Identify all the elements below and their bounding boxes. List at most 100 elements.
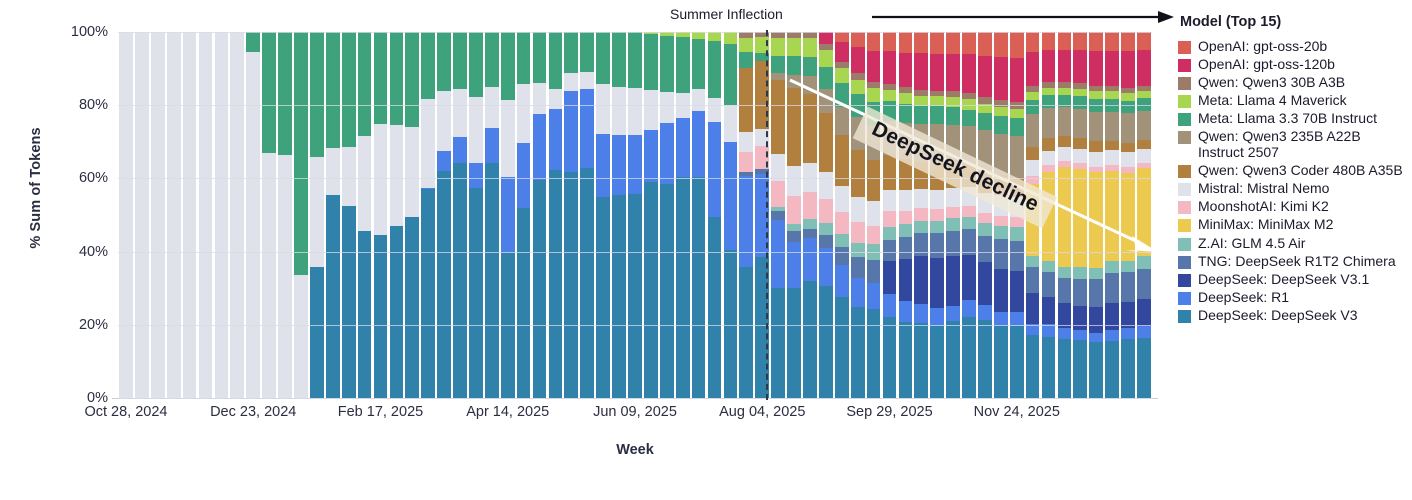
bar-segment[interactable]	[1121, 272, 1135, 302]
bar-segment[interactable]	[914, 95, 929, 107]
bar-column[interactable]	[913, 32, 929, 398]
bar-segment[interactable]	[850, 307, 865, 398]
bar-segment[interactable]	[771, 72, 785, 80]
legend-item[interactable]: DeepSeek: DeepSeek V3.1	[1178, 271, 1410, 288]
bar-segment[interactable]	[771, 56, 785, 73]
bar-segment[interactable]	[1121, 301, 1135, 328]
bar-segment[interactable]	[803, 163, 817, 192]
legend-item[interactable]: Qwen: Qwen3 Coder 480B A35B	[1178, 163, 1410, 179]
bar-segment[interactable]	[1057, 135, 1072, 147]
bar-segment[interactable]	[532, 114, 547, 180]
bar-segment[interactable]	[803, 57, 817, 77]
bar-segment[interactable]	[691, 39, 706, 90]
bar-segment[interactable]	[373, 32, 388, 125]
bar-column[interactable]	[977, 32, 993, 398]
bar-segment[interactable]	[1073, 88, 1088, 96]
bar-segment[interactable]	[755, 173, 770, 257]
bar-segment[interactable]	[659, 122, 674, 185]
bar-segment[interactable]	[564, 91, 579, 172]
bar-segment[interactable]	[1073, 267, 1088, 280]
bar-segment[interactable]	[834, 233, 849, 248]
bar-segment[interactable]	[962, 54, 976, 94]
bar-segment[interactable]	[1121, 32, 1135, 51]
bar-segment[interactable]	[357, 231, 372, 398]
bar-segment[interactable]	[1089, 111, 1104, 142]
bar-segment[interactable]	[1009, 32, 1024, 58]
bar-segment[interactable]	[1041, 261, 1056, 273]
bar-segment[interactable]	[182, 32, 197, 398]
bar-segment[interactable]	[1009, 312, 1024, 327]
bar-segment[interactable]	[723, 104, 738, 142]
bar-segment[interactable]	[898, 259, 913, 302]
bar-segment[interactable]	[1009, 108, 1024, 118]
bar-segment[interactable]	[484, 162, 499, 398]
bar-segment[interactable]	[993, 225, 1008, 240]
bar-segment[interactable]	[755, 61, 770, 129]
bar-segment[interactable]	[993, 32, 1008, 58]
bar-segment[interactable]	[596, 84, 610, 134]
bar-column[interactable]	[293, 32, 309, 398]
bar-segment[interactable]	[1089, 333, 1104, 343]
bar-segment[interactable]	[1025, 51, 1040, 87]
bar-segment[interactable]	[548, 109, 563, 170]
bar-column[interactable]	[675, 32, 691, 398]
bar-segment[interactable]	[850, 242, 865, 258]
bar-segment[interactable]	[548, 169, 563, 398]
bar-segment[interactable]	[962, 228, 976, 256]
bar-segment[interactable]	[548, 32, 563, 90]
bar-segment[interactable]	[691, 177, 706, 398]
bar-column[interactable]	[897, 32, 913, 398]
bar-segment[interactable]	[1057, 328, 1072, 339]
bar-segment[interactable]	[978, 55, 992, 98]
bar-segment[interactable]	[993, 100, 1008, 107]
bar-segment[interactable]	[707, 40, 722, 99]
bar-segment[interactable]	[834, 296, 849, 398]
bar-segment[interactable]	[325, 32, 340, 148]
bar-segment[interactable]	[1009, 226, 1024, 241]
legend-item[interactable]: Mistral: Mistral Nemo	[1178, 181, 1410, 197]
bar-segment[interactable]	[1121, 172, 1135, 262]
bar-segment[interactable]	[882, 317, 897, 398]
bar-segment[interactable]	[1089, 98, 1104, 112]
bar-segment[interactable]	[946, 53, 960, 92]
bar-segment[interactable]	[1057, 50, 1072, 83]
bar-segment[interactable]	[866, 244, 881, 260]
bar-segment[interactable]	[739, 52, 754, 69]
bar-segment[interactable]	[1137, 98, 1151, 111]
bar-column[interactable]	[547, 32, 563, 398]
bar-segment[interactable]	[309, 266, 324, 398]
bar-segment[interactable]	[739, 131, 754, 152]
bar-column[interactable]	[786, 32, 802, 398]
bar-segment[interactable]	[803, 32, 817, 38]
bar-segment[interactable]	[596, 32, 610, 85]
bar-column[interactable]	[532, 32, 548, 398]
bar-column[interactable]	[1120, 32, 1136, 398]
bar-segment[interactable]	[580, 89, 595, 169]
bar-segment[interactable]	[993, 115, 1008, 135]
bar-column[interactable]	[691, 32, 707, 398]
bar-segment[interactable]	[1121, 143, 1135, 153]
bar-segment[interactable]	[850, 79, 865, 95]
bar-segment[interactable]	[787, 74, 801, 88]
bar-segment[interactable]	[484, 32, 499, 87]
bar-segment[interactable]	[866, 259, 881, 283]
bar-segment[interactable]	[755, 146, 770, 169]
bar-column[interactable]	[1056, 32, 1072, 398]
bar-segment[interactable]	[834, 67, 849, 84]
bar-segment[interactable]	[834, 134, 849, 187]
bar-segment[interactable]	[930, 257, 945, 309]
bar-segment[interactable]	[421, 187, 436, 190]
bar-column[interactable]	[707, 32, 723, 398]
legend-item[interactable]: Meta: Llama 3.3 70B Instruct	[1178, 111, 1410, 127]
bar-segment[interactable]	[278, 154, 292, 398]
bar-segment[interactable]	[1025, 146, 1040, 161]
bar-column[interactable]	[722, 32, 738, 398]
bar-segment[interactable]	[596, 196, 610, 398]
bar-segment[interactable]	[1057, 146, 1072, 161]
bar-segment[interactable]	[1089, 32, 1104, 51]
bar-segment[interactable]	[453, 32, 467, 90]
bar-segment[interactable]	[1121, 327, 1135, 339]
bar-column[interactable]	[500, 32, 516, 398]
bar-segment[interactable]	[866, 225, 881, 245]
bar-segment[interactable]	[993, 311, 1008, 327]
